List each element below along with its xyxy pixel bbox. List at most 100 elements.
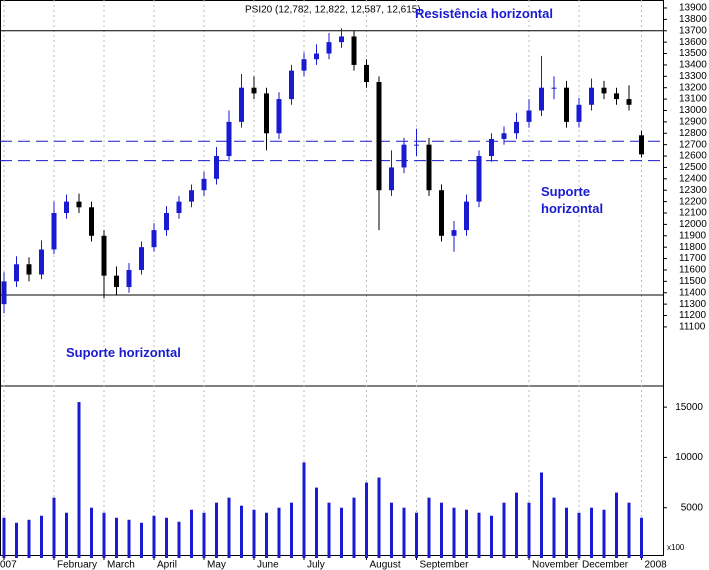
x-tick-label: February [57, 560, 97, 570]
y-tick-label: 11800 [679, 242, 707, 253]
y-tick-label: 13500 [679, 48, 707, 59]
volume-bar [365, 482, 368, 558]
candle-body [164, 213, 169, 231]
volume-bar [102, 512, 106, 558]
candle-body [376, 82, 382, 191]
volume-bar [352, 497, 356, 558]
candle-body [539, 87, 544, 111]
y-tick-label: 12700 [679, 139, 707, 150]
candle-body [51, 213, 57, 250]
candle-body [114, 275, 119, 288]
candle-body [339, 36, 344, 43]
volume-bar [640, 517, 643, 558]
volume-bar [577, 512, 581, 558]
volume-unit: x100 [667, 543, 685, 552]
candle-body [214, 156, 219, 179]
annotation-line: Suporte horizontal [66, 345, 181, 360]
y-tick-label: 12100 [679, 208, 707, 219]
y-tick-label: 13300 [679, 71, 707, 82]
candle-body [451, 230, 457, 236]
volume-bar [402, 507, 406, 558]
volume-bar [252, 509, 256, 558]
candle-body [551, 87, 557, 89]
candle-body [401, 144, 407, 168]
y-tick-label: 11500 [679, 276, 707, 287]
y-tick-label: 13100 [679, 94, 707, 105]
volume-bar [115, 517, 118, 558]
volume-bar [565, 507, 568, 558]
volume-bar [140, 522, 143, 558]
y-tick-label: 13200 [679, 82, 707, 93]
candle-body [39, 249, 44, 275]
volume-bar [165, 517, 168, 558]
x-tick-label: September [420, 560, 470, 570]
candle-body [639, 135, 644, 155]
annotation-line: horizontal [541, 201, 603, 216]
volume-bar [327, 502, 331, 558]
volume-bar [290, 502, 293, 558]
candle-body [601, 87, 607, 94]
candle-body [439, 190, 444, 236]
candle-body [389, 167, 394, 191]
candle-body [101, 235, 107, 276]
x-tick-label: November [532, 560, 579, 570]
volume-bar [552, 497, 556, 558]
volume-bar [602, 509, 606, 558]
candle-body [1, 281, 7, 305]
candle-body [226, 121, 232, 157]
volume-tick-label: 5000 [681, 502, 704, 513]
candle-body [76, 201, 82, 208]
volume-bar [440, 502, 443, 558]
candle-body [251, 87, 257, 94]
candle-body [26, 264, 32, 275]
annotation-line: Resistência horizontal [415, 6, 553, 21]
chart-title: PSI20 (12,782, 12,822, 12,587, 12,615) [245, 5, 421, 16]
volume-bar [427, 497, 431, 558]
volume-bar [152, 515, 156, 558]
candle-body [264, 93, 269, 134]
plot-frame [0, 0, 664, 556]
volume-bar [240, 505, 243, 558]
y-tick-label: 13400 [679, 60, 707, 71]
candle-body [176, 201, 182, 214]
volume-bar [277, 507, 281, 558]
y-tick-label: 11100 [679, 322, 706, 333]
y-tick-label: 11200 [679, 310, 707, 321]
volume-bar [515, 492, 518, 558]
candle-body [126, 269, 132, 288]
volume-bar [390, 502, 393, 558]
volume-bar [477, 512, 481, 558]
volume-bar [127, 519, 131, 558]
y-tick-label: 13700 [679, 25, 707, 36]
volume-bar [215, 502, 218, 558]
candle-body [14, 264, 19, 282]
candle-body [89, 207, 94, 236]
candle-body [526, 110, 532, 122]
volume-tick-label: 15000 [675, 402, 703, 413]
annotation: Suporte horizontal [541, 184, 603, 216]
candle-body [489, 138, 494, 157]
candle-body [351, 36, 357, 65]
candle-body [626, 99, 632, 105]
candle-body [64, 201, 69, 214]
annotation: Suporte horizontal [66, 345, 181, 360]
candle-body [564, 87, 569, 122]
x-tick-label: December [582, 560, 629, 570]
x-tick-label: 007 [0, 560, 17, 570]
candle-body [364, 64, 369, 83]
volume-bar [52, 497, 56, 558]
candle-body [426, 144, 432, 191]
volume-bar [527, 502, 531, 558]
y-tick-label: 12900 [679, 117, 707, 128]
candle-body [476, 156, 482, 202]
volume-bar [27, 519, 31, 558]
volume-bar [340, 507, 343, 558]
volume-bar [65, 512, 68, 558]
y-tick-label: 13800 [679, 14, 707, 25]
y-tick-label: 13000 [679, 105, 707, 116]
volume-bar [202, 512, 206, 558]
volume-bar [615, 492, 618, 558]
candle-body [189, 190, 194, 202]
x-tick-label: 2008 [645, 560, 668, 570]
